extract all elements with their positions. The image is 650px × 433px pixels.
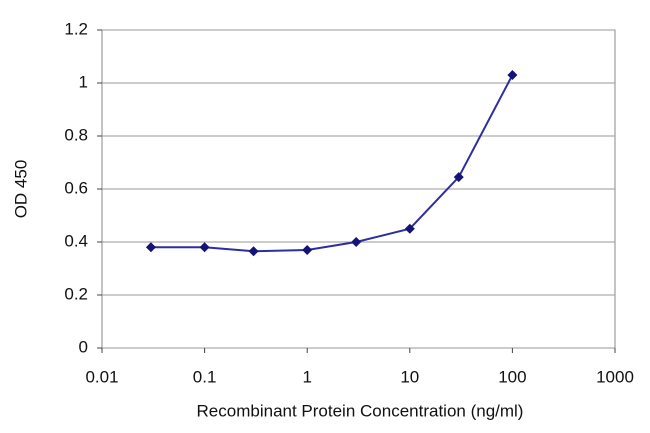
- y-tick-label: 1: [79, 72, 88, 91]
- x-tick-label: 1000: [596, 367, 634, 386]
- x-tick-label: 100: [498, 367, 526, 386]
- series-line: [150, 74, 514, 253]
- data-point: [404, 223, 415, 234]
- y-tick-label: 0: [79, 337, 88, 356]
- y-tick-label: 0.4: [64, 231, 88, 250]
- x-tick-label: 10: [400, 367, 419, 386]
- data-point: [302, 244, 313, 255]
- y-tick-label: 0.6: [64, 178, 88, 197]
- data-point: [453, 172, 464, 183]
- data-point: [507, 70, 518, 81]
- y-axis-label: OD 450: [11, 160, 30, 219]
- data-point: [145, 242, 156, 253]
- data-point: [199, 242, 210, 253]
- data-point: [248, 246, 259, 257]
- y-tick-label: 0.2: [64, 284, 88, 303]
- x-tick-label: 1: [302, 367, 311, 386]
- y-tick-label: 0.8: [64, 125, 88, 144]
- x-tick-label: 0.1: [193, 367, 217, 386]
- data-point: [351, 237, 362, 247]
- x-axis-label: Recombinant Protein Concentration (ng/ml…: [197, 401, 524, 420]
- x-tick-label: 0.01: [85, 367, 118, 386]
- y-tick-label: 1.2: [64, 19, 88, 38]
